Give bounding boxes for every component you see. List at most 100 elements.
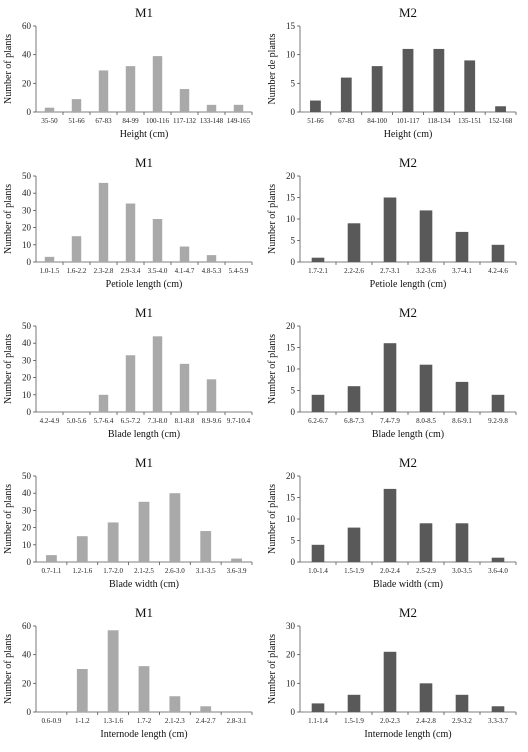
x-tick-label: 5.0-5.6 [67,417,87,425]
bar [71,236,82,262]
chart-panel-2: M1 Number of plants 0 10 20 30 40 50 1.0-1.5 1.6-… [3,155,253,290]
y-tick-label: 10 [22,390,32,400]
y-tick-label: 20 [286,171,296,181]
bar [152,56,163,112]
x-tick-label: 5.7-6.4 [94,417,114,425]
y-tick-label: 20 [22,78,32,88]
x-tick-label: 149-165 [227,117,251,125]
x-tick-label: 1.5-1.9 [344,717,364,725]
y-tick-label: 20 [22,678,32,688]
x-tick-label: 4.1-4.7 [175,267,195,275]
y-tick-label: 0 [27,257,32,267]
chart-panel-1: M2 Number de plants 0 5 10 15 51-66 67-83 84-100… [267,5,517,140]
y-tick-label: 15 [286,343,296,353]
x-axis-label: Blade length (cm) [372,429,444,440]
bar [98,182,109,262]
chart-panel-0: M1 Number of plants 0 20 40 60 35-50 51-66 67-83… [3,5,253,140]
y-tick-label: 0 [291,407,296,417]
chart-title: M1 [135,605,153,620]
x-tick-label: 2.7-3.1 [380,267,400,275]
bar [125,66,136,112]
bar [138,666,150,712]
bar [455,694,469,712]
x-tick-label: 6.5-7.2 [121,417,141,425]
y-tick-label: 0 [27,707,32,717]
x-axis-label: Petiole length (cm) [106,279,183,290]
bar [310,100,321,112]
x-tick-label: 135-151 [458,117,482,125]
x-axis-label: Internode length (cm) [364,729,451,740]
y-tick-label: 5 [291,236,296,246]
chart-panel-3: M2 Number of plants 0 5 10 15 20 1.7-2.1 2.2-2.6… [267,155,517,290]
x-axis-label: Petiole length (cm) [370,279,447,290]
y-tick-label: 50 [22,171,32,181]
x-tick-label: 2.1-2.3 [165,717,185,725]
bar [76,536,88,562]
x-tick-label: 5.4-5.9 [229,267,249,275]
y-tick-label: 40 [22,488,32,498]
bar [98,394,109,412]
chart-title: M1 [135,455,153,470]
x-tick-label: 118-134 [427,117,451,125]
chart-panel-9: M2 Number of plants 0 10 20 30 1.1-1.4 1.5-1.9 2… [267,605,517,740]
bar [311,703,325,712]
x-tick-label: 51-66 [307,117,324,125]
y-tick-label: 50 [22,471,32,481]
x-tick-label: 152-168 [489,117,513,125]
x-tick-label: 1.0-1.4 [308,567,328,575]
bar [455,523,469,562]
y-tick-label: 0 [291,707,296,717]
bar [383,488,397,562]
chart-panel-8: M1 Number of plants 0 20 40 60 0.6-0.9 1-1.2 1.3… [3,605,253,740]
x-tick-label: 2.2-2.6 [344,267,364,275]
x-tick-label: 84-100 [367,117,387,125]
chart-title: M1 [135,5,153,20]
bar [107,522,119,562]
bar [491,557,505,562]
bar [311,394,325,412]
bar [340,77,352,112]
x-tick-label: 1.6-2.2 [67,267,87,275]
y-tick-label: 15 [286,193,296,203]
x-tick-label: 3.0-3.5 [452,567,472,575]
chart-title: M2 [399,605,417,620]
x-tick-label: 2.0-2.3 [380,717,400,725]
x-axis-label: Blade length (cm) [108,429,180,440]
y-axis-label: Number of plants [3,34,14,104]
bar [433,48,445,112]
y-tick-label: 20 [22,523,32,533]
chart-panel-6: M1 Number of plants 0 10 20 30 40 50 0.7-1.1 1.2-… [3,455,253,590]
y-axis-label: Number of plants [267,634,278,704]
x-axis-label: Blade width (cm) [373,579,443,590]
bar [491,394,505,412]
bar [455,231,469,262]
y-tick-label: 10 [286,364,296,374]
y-tick-label: 15 [286,21,296,31]
x-tick-label: 2.4-2.7 [196,717,216,725]
y-axis-label: Number of plants [267,184,278,254]
y-tick-label: 20 [286,471,296,481]
x-tick-label: 6.8-7.3 [344,417,364,425]
bar [347,694,361,712]
x-axis-label: Height (cm) [384,129,433,140]
x-tick-label: 1.5-1.9 [344,567,364,575]
bar [419,523,433,562]
bar [347,527,361,562]
y-tick-label: 10 [286,214,296,224]
x-tick-label: 9.2-9.8 [488,417,508,425]
x-tick-label: 7.4-7.9 [380,417,400,425]
bar [383,651,397,712]
bar [347,223,361,262]
chart-title: M2 [399,5,417,20]
y-axis-label: Number of plants [267,484,278,554]
x-tick-label: 67-83 [338,117,355,125]
bar [206,104,217,112]
bar [76,669,88,712]
x-tick-label: 67-83 [95,117,112,125]
y-tick-label: 10 [286,50,296,60]
x-tick-label: 1.7-2.1 [308,267,328,275]
y-tick-label: 10 [286,678,296,688]
y-tick-label: 0 [27,407,32,417]
bar [179,363,190,412]
bar [371,66,383,112]
